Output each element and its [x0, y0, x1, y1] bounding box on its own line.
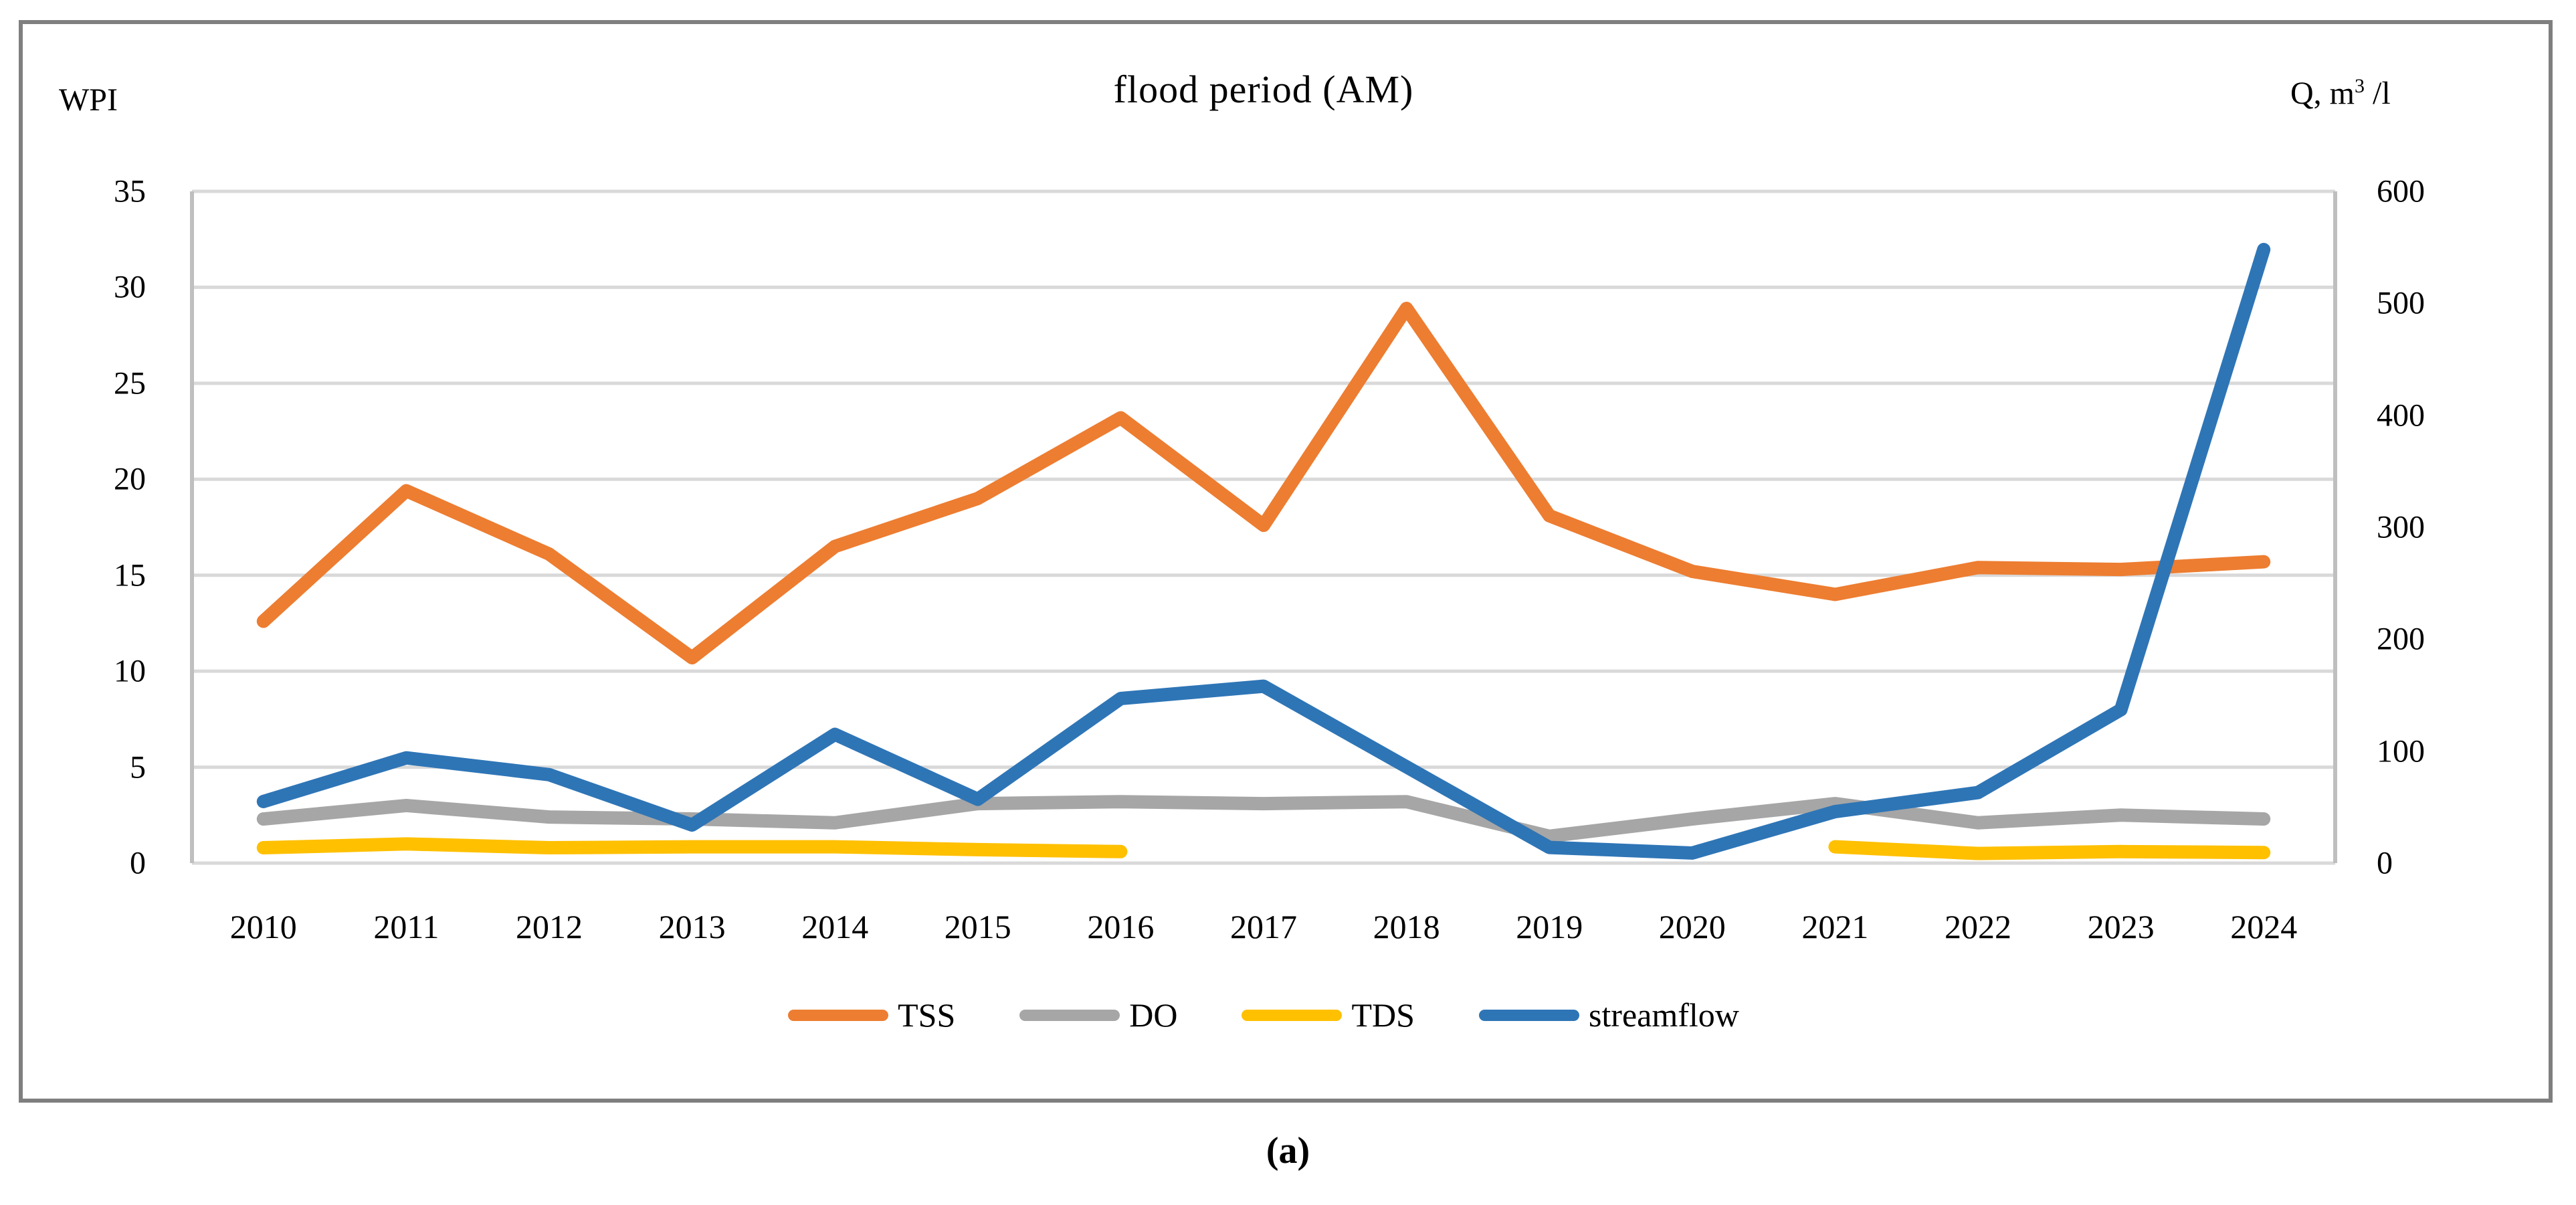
legend-swatch-streamflow — [1478, 1009, 1579, 1021]
x-axis-tick-label: 2019 — [1516, 908, 1583, 945]
right-axis-tick-label: 0 — [2377, 845, 2393, 881]
chart-title: flood period (AM) — [1113, 68, 1414, 111]
x-axis-tick-label: 2020 — [1658, 908, 1726, 945]
left-axis-tick-label: 20 — [114, 461, 146, 497]
right-axis-label: Q, m3 /l — [2290, 75, 2391, 111]
legend-swatch-DO — [1019, 1009, 1120, 1021]
right-axis-tick-label: 100 — [2377, 733, 2425, 769]
legend-label: TDS — [1351, 996, 1415, 1034]
x-axis-tick-label: 2014 — [801, 908, 869, 945]
left-axis-tick-label: 25 — [114, 365, 146, 401]
x-axis-tick-label: 2011 — [373, 908, 439, 945]
x-axis-tick-label: 2022 — [1945, 908, 2011, 945]
x-axis-tick-label: 2024 — [2230, 908, 2298, 945]
left-axis-tick-label: 10 — [114, 653, 146, 689]
legend-item-TDS: TDS — [1242, 996, 1415, 1034]
right-axis-tick-label: 500 — [2377, 285, 2425, 321]
x-axis-tick-label: 2013 — [658, 908, 726, 945]
series-line-TDS — [1828, 840, 2271, 860]
series-line-TDS — [256, 837, 1128, 858]
left-axis-tick-label: 0 — [130, 845, 146, 881]
x-axis-tick-label: 2016 — [1087, 908, 1155, 945]
x-axis-tick-label: 2017 — [1230, 908, 1297, 945]
cubed-superscript: 3 — [2355, 75, 2365, 97]
left-axis-label: WPI — [59, 82, 118, 118]
right-axis-tick-label: 200 — [2377, 621, 2425, 657]
x-axis-tick-label: 2018 — [1373, 908, 1440, 945]
left-axis-tick-label: 35 — [114, 173, 146, 209]
series-line-streamflow — [256, 243, 2271, 860]
x-axis-tick-label: 2021 — [1801, 908, 1869, 945]
left-axis-tick-label: 5 — [130, 749, 146, 785]
right-axis-tick-label: 300 — [2377, 509, 2425, 545]
x-axis-tick-label: 2015 — [944, 908, 1011, 945]
chart-outer-border — [19, 20, 2553, 1103]
x-axis-tick-label: 2010 — [229, 908, 297, 945]
legend-label: DO — [1129, 996, 1178, 1034]
left-axis-tick-label: 30 — [114, 269, 146, 305]
legend-label: streamflow — [1588, 996, 1739, 1034]
right-axis-tick-label: 400 — [2377, 397, 2425, 434]
legend-item-streamflow: streamflow — [1478, 996, 1739, 1034]
legend-swatch-TDS — [1242, 1009, 1343, 1021]
left-axis-tick-label: 15 — [114, 557, 146, 593]
legend-swatch-TSS — [788, 1009, 889, 1021]
legend-label: TSS — [898, 996, 956, 1034]
legend-item-TSS: TSS — [788, 996, 955, 1034]
legend: TSS DO TDS streamflow — [192, 996, 2335, 1034]
x-axis-tick-label: 2012 — [516, 908, 583, 945]
series-line-DO — [256, 795, 2271, 843]
legend-item-DO: DO — [1019, 996, 1177, 1034]
right-axis-tick-label: 600 — [2377, 173, 2425, 209]
figure-caption: (a) — [1266, 1130, 1310, 1172]
series-line-TSS — [256, 301, 2271, 665]
x-axis-tick-label: 2023 — [2087, 908, 2155, 945]
